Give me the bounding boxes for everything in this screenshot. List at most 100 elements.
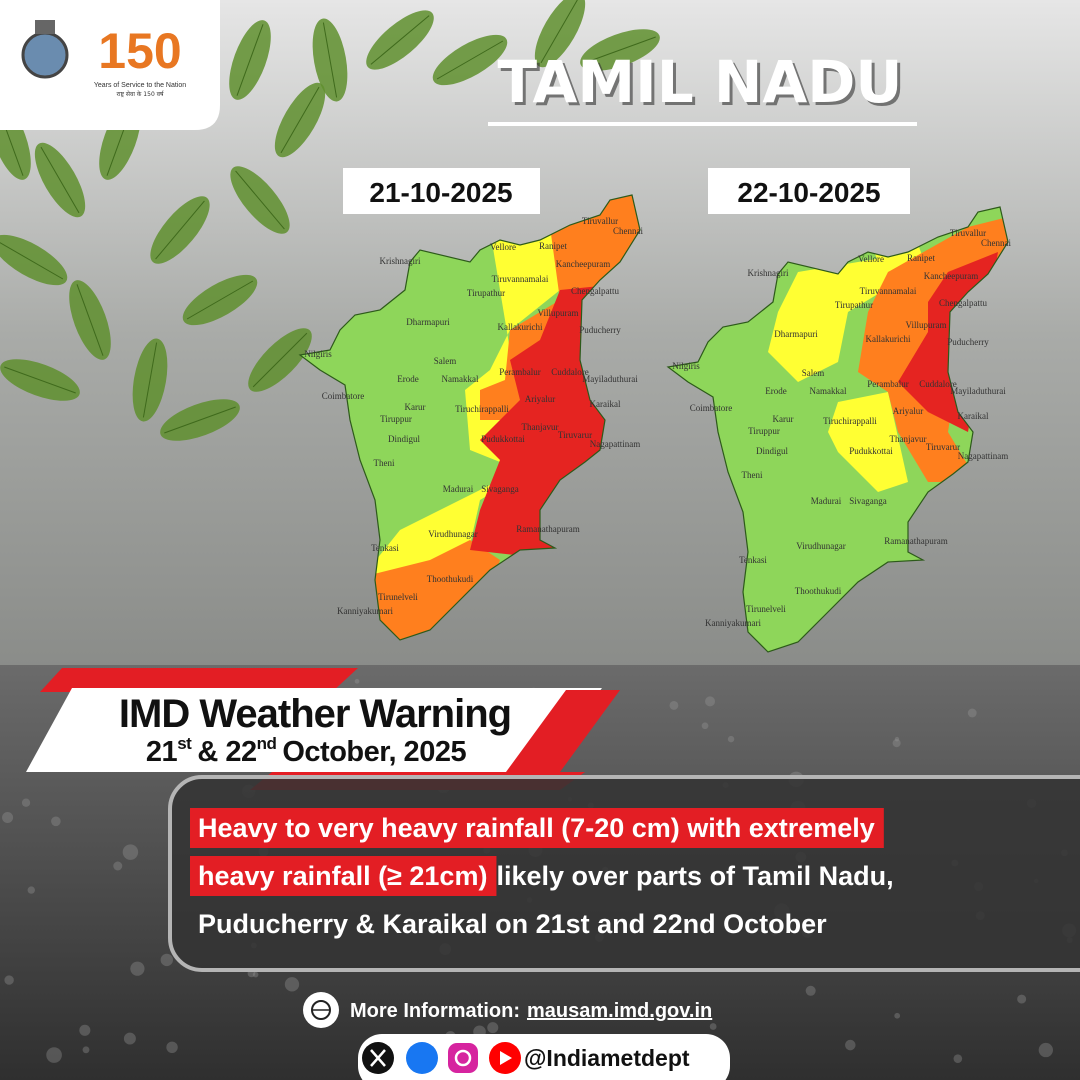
district-label: Salem <box>802 368 825 378</box>
info-label: More Information: <box>350 1000 520 1022</box>
leaf-vein <box>155 200 205 260</box>
district-label: Namakkal <box>810 386 847 396</box>
district-label: Kanniyakumari <box>705 618 761 628</box>
message: Heavy to very heavy rainfall (7-20 cm) w… <box>190 808 894 939</box>
highlight <box>190 856 497 896</box>
drop <box>1038 1042 1053 1058</box>
more-info: More Information: mausam.imd.gov.in <box>350 1000 712 1022</box>
district-label: Cuddalore <box>919 379 957 389</box>
message-highlight: heavy rainfall (≥ 21cm) <box>198 861 487 891</box>
info-url[interactable]: mausam.imd.gov.in <box>527 1000 712 1022</box>
district-label: Tiruvannamalai <box>860 286 917 296</box>
district-label: Tiruvallur <box>582 216 618 226</box>
drop <box>122 844 139 860</box>
date-sup: nd <box>257 734 277 753</box>
district-label: Kallakurichi <box>866 334 911 344</box>
leaf-vein <box>235 170 285 230</box>
drop <box>2 811 14 824</box>
district-label: Tirunelveli <box>378 592 418 602</box>
leaf-vein <box>280 86 320 154</box>
drop <box>27 886 35 894</box>
district-label: Tirunelveli <box>746 604 786 614</box>
drop <box>4 975 14 985</box>
leaf-vein <box>4 366 76 394</box>
title-shadow: TAMIL NADU <box>500 51 905 119</box>
district-label: Sivaganga <box>849 496 887 506</box>
district-label: Dharmapuri <box>406 317 450 327</box>
drop <box>51 816 61 827</box>
district-label: Ariyalur <box>525 394 556 404</box>
leaf-vein <box>584 36 656 64</box>
emblem-top <box>35 20 55 34</box>
drop <box>701 722 709 730</box>
district-label: Ranipet <box>539 241 567 251</box>
district-label: Coimbatore <box>690 403 733 413</box>
leaf-vein <box>164 406 236 434</box>
facebook-icon[interactable] <box>406 1042 438 1074</box>
district-label: Dindigul <box>388 434 421 444</box>
district-label: Mayiladuthurai <box>582 374 638 384</box>
banner <box>26 688 602 772</box>
district-label: Nagapattinam <box>958 451 1008 461</box>
district-label: Perambalur <box>499 367 540 377</box>
date-part: 21 <box>146 736 178 768</box>
district-label: Vellore <box>858 254 884 264</box>
district-label: Tiruvallur <box>950 228 986 238</box>
state-outline <box>298 194 641 641</box>
leaf-vein <box>322 22 338 98</box>
district-label: Ariyalur <box>893 406 924 416</box>
district-label: Theni <box>374 458 395 468</box>
leaf-vein <box>236 24 264 96</box>
drop <box>130 961 145 976</box>
message-line: heavy rainfall (≥ 21cm) likely over parts… <box>198 861 894 891</box>
district-label: Kancheepuram <box>556 259 610 269</box>
district-label: Thanjavur <box>890 434 927 444</box>
district-label: Tirupathur <box>467 288 505 298</box>
district-label: Karur <box>405 402 426 412</box>
drop <box>892 739 901 748</box>
warning-zone <box>360 230 560 600</box>
district-label: Coimbatore <box>322 391 365 401</box>
message-line: Heavy to very heavy rainfall (7-20 cm) w… <box>198 813 875 843</box>
district-label: Thoothukudi <box>427 574 474 584</box>
banner-accent <box>40 668 358 692</box>
district-label: Krishnagiri <box>380 256 421 266</box>
district-label: Virudhunagar <box>428 529 477 539</box>
district-label: Ranipet <box>907 253 935 263</box>
social-handle: @Indiametdept <box>524 1045 690 1071</box>
message-line: Puducherry & Karaikal on 21st and 22nd O… <box>198 909 827 939</box>
emblem <box>21 31 69 79</box>
district-label: Thanjavur <box>522 422 559 432</box>
drop <box>284 977 300 992</box>
date-part: October, 2025 <box>282 736 466 768</box>
district-label: Villupuram <box>538 308 579 318</box>
message-highlight: Heavy to very heavy rainfall (7-20 cm) w… <box>198 813 875 843</box>
district-label: Erode <box>397 374 419 384</box>
district-label: Tiruvannamalai <box>492 274 549 284</box>
drop <box>113 861 123 871</box>
district-label: Puducherry <box>579 325 621 335</box>
drop <box>705 696 716 707</box>
warning-zone <box>828 392 908 492</box>
district-label: Salem <box>434 356 457 366</box>
district-label: Nagapattinam <box>590 439 640 449</box>
drop <box>252 971 259 978</box>
district-label: Perambalur <box>867 379 908 389</box>
drop <box>967 708 977 718</box>
drop <box>354 678 360 684</box>
instagram-glyph <box>454 1049 472 1067</box>
leaf-vein <box>540 0 580 64</box>
district-label: Tiruchirappalli <box>455 404 509 414</box>
district-label: Chennai <box>613 226 643 236</box>
district-label: Ramanathapuram <box>884 536 947 546</box>
drop <box>46 1047 62 1063</box>
instagram-icon[interactable] <box>448 1043 478 1073</box>
district-label: Krishnagiri <box>748 268 789 278</box>
district-label: Mayiladuthurai <box>950 386 1006 396</box>
district-label: Madurai <box>811 496 842 506</box>
warning-zone <box>768 257 898 382</box>
message-text: Puducherry & Karaikal on 21st and 22nd O… <box>198 909 827 939</box>
district-label: Thoothukudi <box>795 586 842 596</box>
